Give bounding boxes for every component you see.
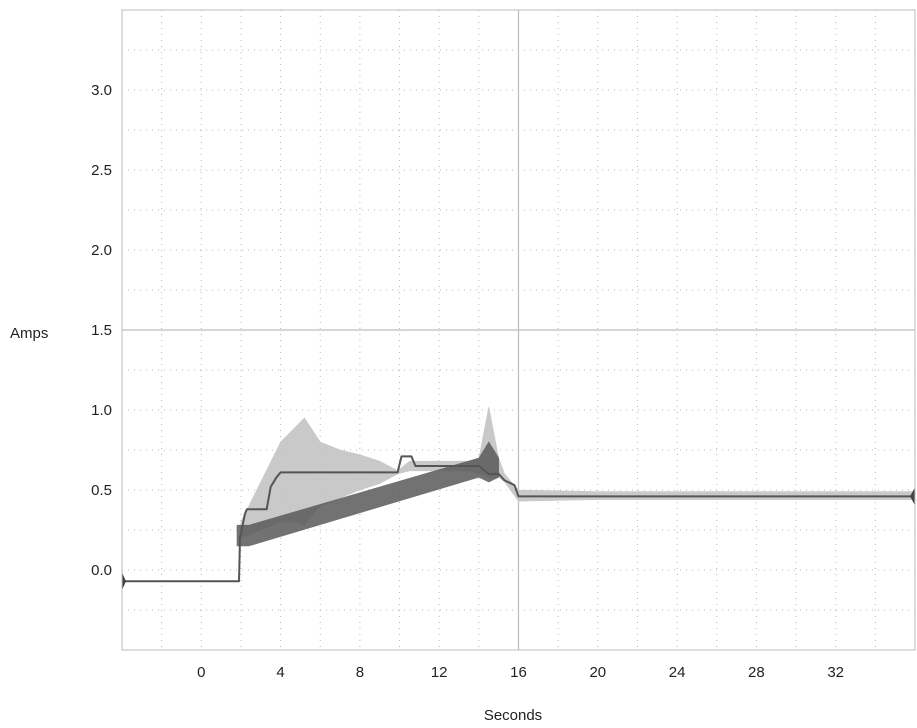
x-tick-label: 12 (431, 664, 448, 681)
grid (121, 9, 916, 651)
x-tick-label: 4 (276, 664, 284, 681)
tick-labels: 0 4 8 12 16 20 24 28 32 0.0 0.5 1.0 1.5 2.0 2.5 3.0 (91, 82, 844, 681)
right-cursor-marker (910, 487, 915, 506)
y-tick-label: 0.5 (91, 482, 112, 499)
x-tick-label: 0 (197, 664, 205, 681)
x-tick-label: 20 (589, 664, 606, 681)
x-tick-label: 8 (356, 664, 364, 681)
x-tick-label: 28 (748, 664, 765, 681)
y-tick-label: 2.0 (91, 242, 112, 259)
y-axis-label: Amps (10, 325, 48, 342)
x-tick-label: 24 (669, 664, 686, 681)
plot-frame (121, 9, 916, 651)
y-tick-label: 1.5 (91, 322, 112, 339)
x-tick-label: 16 (510, 664, 527, 681)
series-layer (122, 406, 916, 591)
left-cursor-marker (122, 572, 126, 591)
x-axis-label: Seconds (484, 707, 542, 724)
y-tick-label: 3.0 (91, 82, 112, 99)
y-tick-label: 1.0 (91, 402, 112, 419)
current-trace-line (122, 455, 915, 583)
x-tick-label: 32 (827, 664, 844, 681)
frame (121, 9, 916, 651)
y-tick-label: 0.0 (91, 562, 112, 579)
y-tick-label: 2.5 (91, 162, 112, 179)
dark-noise-envelope (236, 441, 500, 547)
